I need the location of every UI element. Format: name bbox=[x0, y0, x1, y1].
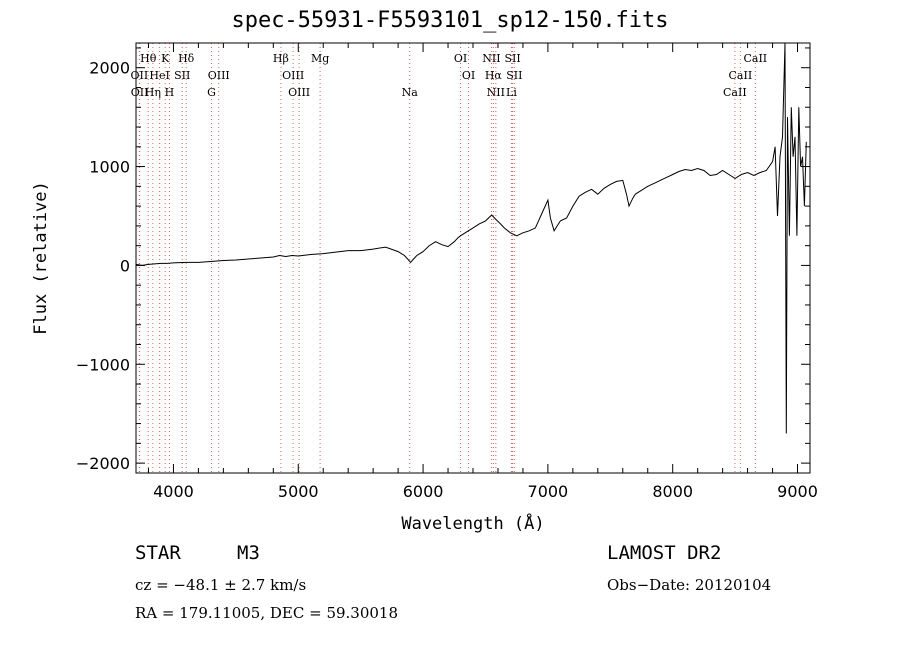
spectral-line-label: OI bbox=[462, 69, 475, 82]
object-subclass: M3 bbox=[237, 542, 260, 564]
spectral-line-label: H bbox=[165, 86, 175, 99]
y-tick-label: 2000 bbox=[89, 59, 130, 78]
spectral-line-label: K bbox=[161, 52, 170, 65]
spectral-line-label: Li bbox=[506, 86, 517, 99]
spectral-line-label: SII bbox=[174, 69, 190, 82]
x-tick-label: 4000 bbox=[153, 482, 194, 501]
spectral-line-label: NII bbox=[482, 52, 500, 65]
y-tick-label: −1000 bbox=[76, 355, 130, 374]
x-tick-label: 5000 bbox=[278, 482, 319, 501]
spectral-line-label: HeI bbox=[149, 69, 169, 82]
x-axis-ticks: 4000 5000 6000 7000 8000 9000 bbox=[147, 43, 818, 501]
spectral-line-label: Mg bbox=[311, 52, 329, 65]
y-tick-label: 1000 bbox=[89, 158, 130, 177]
x-tick-label: 9000 bbox=[777, 482, 818, 501]
spectral-line-label: Hη bbox=[145, 86, 161, 99]
spectral-line-label: Hδ bbox=[178, 52, 195, 65]
spectral-line-label: OIII bbox=[208, 69, 230, 82]
spectral-line-label: OII bbox=[131, 69, 149, 82]
spectral-line-label: CaII bbox=[729, 69, 753, 82]
y-tick-label: 0 bbox=[120, 256, 130, 275]
object-type: STAR bbox=[135, 542, 181, 564]
spectral-line-label: OIII bbox=[288, 86, 310, 99]
x-tick-label: 7000 bbox=[528, 482, 569, 501]
chart-title: spec-55931-F5593101_sp12-150.fits bbox=[231, 8, 669, 33]
x-tick-label: 6000 bbox=[403, 482, 444, 501]
spectral-line-label: Hα bbox=[485, 69, 503, 82]
series-line-flux bbox=[135, 42, 807, 434]
spectral-line-label: CaII bbox=[723, 86, 747, 99]
spectral-line-label: Hθ bbox=[140, 52, 157, 65]
spectral-line-label: OI bbox=[454, 52, 467, 65]
spectral-line-label: SII bbox=[506, 69, 522, 82]
spectral-line-label: NII bbox=[487, 86, 505, 99]
y-axis-label: Flux (relative) bbox=[31, 181, 51, 335]
redshift-velocity: cz = −48.1 ± 2.7 km/s bbox=[135, 576, 307, 594]
spectral-line-label: OII bbox=[131, 86, 149, 99]
spectral-line-label: G bbox=[207, 86, 216, 99]
y-tick-label: −2000 bbox=[76, 454, 130, 473]
x-tick-label: 8000 bbox=[652, 482, 693, 501]
plot-frame bbox=[135, 42, 811, 474]
observation-date: Obs−Date: 20120104 bbox=[607, 576, 772, 594]
spectral-line-label: SII bbox=[504, 52, 520, 65]
spectral-line-label: Hβ bbox=[273, 52, 289, 65]
spectral-line-label: OIII bbox=[282, 69, 304, 82]
spectral-line-markers bbox=[138, 43, 756, 473]
spectral-line-label: Na bbox=[402, 86, 419, 99]
coordinates: RA = 179.11005, DEC = 59.30018 bbox=[135, 604, 399, 622]
survey-name: LAMOST DR2 bbox=[607, 542, 722, 564]
x-axis-label: Wavelength (Å) bbox=[401, 512, 544, 534]
y-axis-ticks: −2000 −1000 0 1000 2000 bbox=[76, 47, 810, 473]
spectral-line-label: CaII bbox=[743, 52, 767, 65]
